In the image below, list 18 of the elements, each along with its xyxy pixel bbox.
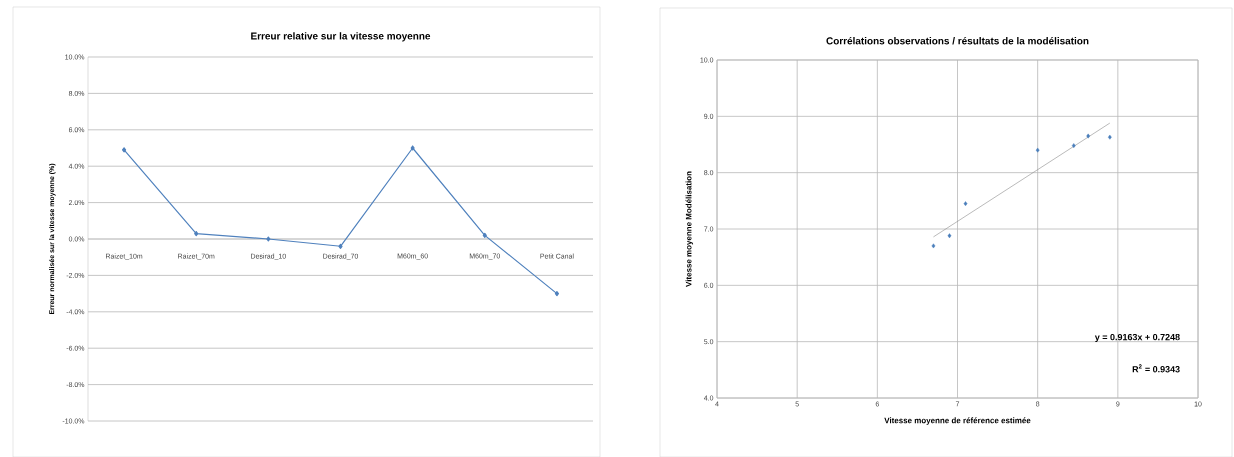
- point: [482, 232, 487, 238]
- point: [554, 291, 560, 297]
- annotation: y = 0.9163x + 0.7248: [1094, 333, 1180, 343]
- point: [1086, 133, 1091, 139]
- point: [410, 145, 415, 151]
- chart-title: Erreur relative sur la vitesse moyenne: [251, 32, 431, 42]
- annotation: R$^{2}$ = 0.9343: [1132, 364, 1180, 373]
- chart-title: Corrélations observations / résultats de la modélisation: [826, 36, 1089, 45]
- point: [947, 233, 952, 239]
- point: [194, 230, 199, 237]
- point: [1107, 134, 1112, 140]
- point: [931, 243, 936, 249]
- point: [266, 236, 271, 242]
- point: [1071, 143, 1076, 149]
- point: [963, 201, 968, 207]
- point: [1035, 147, 1040, 153]
- point: [121, 147, 127, 153]
- point: [338, 243, 343, 249]
